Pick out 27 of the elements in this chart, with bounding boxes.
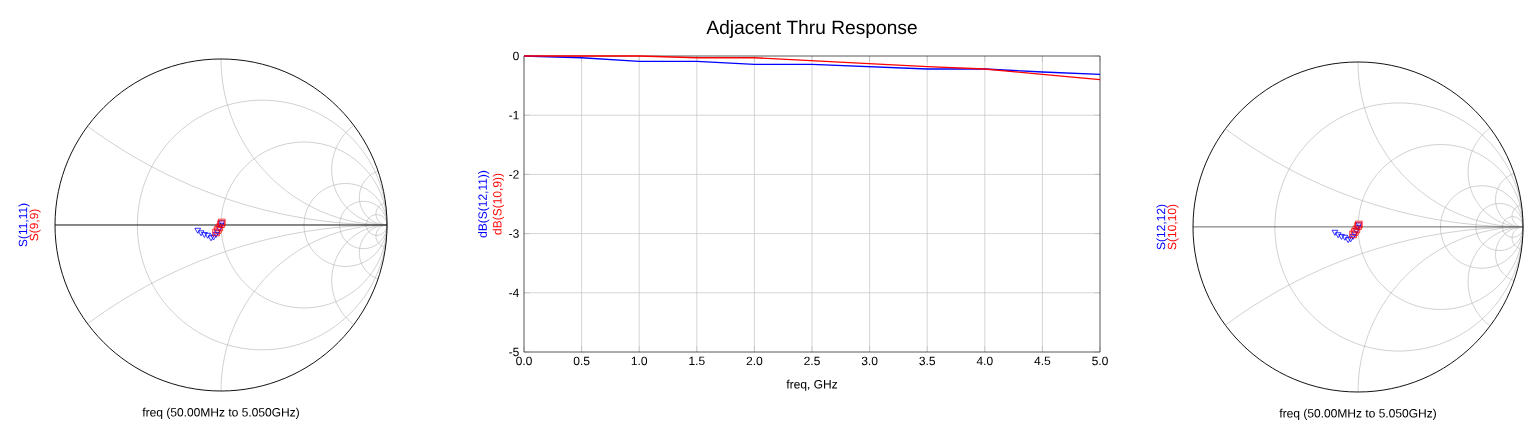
x-tick-label: 2.5 — [804, 356, 820, 366]
x-tick-label: 1.0 — [631, 356, 648, 366]
x-tick-label: 4.0 — [976, 356, 993, 366]
text: S(9,9) — [29, 209, 41, 241]
text: freq (50.00MHz to 5.050GHz) — [142, 407, 299, 419]
text: S(12,12) — [1156, 204, 1168, 250]
x-tick-label: 3.5 — [919, 356, 936, 366]
x-tick-label: 2.0 — [746, 356, 763, 366]
x-tick-label: 0.5 — [573, 356, 590, 366]
x-tick-label: 3.0 — [861, 356, 878, 366]
x-tick-label: 4.5 — [1034, 356, 1051, 366]
text: dB(S(10,9)) — [492, 173, 504, 235]
x-tick-label: 0.0 — [516, 356, 532, 366]
y-tick-label: -1 — [509, 111, 519, 120]
text: S(11,11) — [18, 203, 30, 247]
y-tick-label: 0 — [513, 51, 519, 61]
y-tick-label: -3 — [509, 229, 519, 238]
x-tick-label: 1.5 — [689, 356, 705, 366]
y-tick-label: -2 — [509, 170, 519, 179]
chart-title: Adjacent Thru Response — [706, 20, 917, 38]
x-tick-label: 5.0 — [1092, 356, 1108, 366]
text: dB(S(12,11)) — [478, 170, 490, 238]
text: freq (50.00MHz to 5.050GHz) — [1279, 408, 1436, 420]
text: S(10,10) — [1167, 204, 1179, 250]
x-axis-title: freq, GHz — [786, 379, 838, 391]
y-tick-label: -4 — [509, 288, 519, 297]
y-tick-label: -5 — [509, 347, 519, 357]
